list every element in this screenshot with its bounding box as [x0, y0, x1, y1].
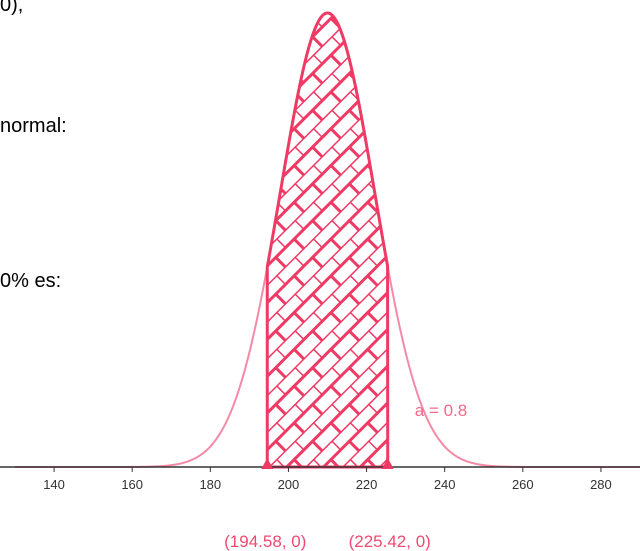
point-marker	[261, 458, 274, 469]
point-marker	[381, 458, 394, 469]
point-label: (194.58, 0)	[224, 532, 306, 551]
text-fragment-top: 0),	[0, 0, 24, 16]
x-tick-label: 240	[434, 477, 456, 492]
x-tick-label: 160	[121, 477, 143, 492]
x-tick-label: 180	[199, 477, 221, 492]
x-tick-label: 280	[590, 477, 612, 492]
x-tick-label: 200	[278, 477, 300, 492]
x-tick-label: 260	[512, 477, 534, 492]
text-fragment-es: 0% es:	[0, 270, 62, 292]
x-tick-label: 220	[356, 477, 378, 492]
point-label: (225.42, 0)	[349, 532, 431, 551]
x-tick-label: 140	[43, 477, 65, 492]
text-fragment-normal: normal:	[0, 115, 67, 137]
shaded-area	[265, 11, 390, 469]
area-annotation: a = 0.8	[415, 401, 467, 420]
